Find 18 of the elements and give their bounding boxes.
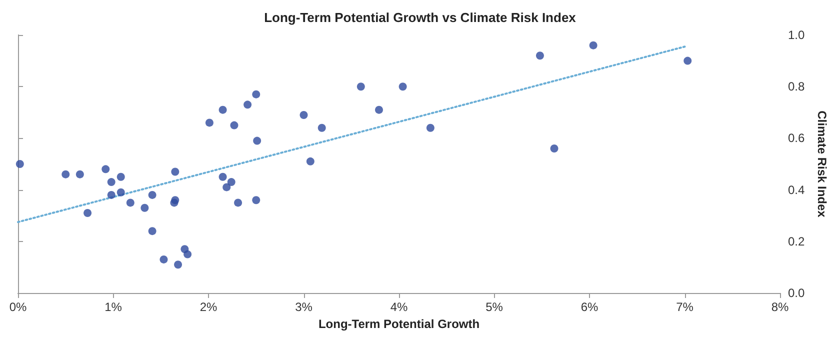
x-tick-label: 3% [295, 300, 313, 314]
x-axis-title: Long-Term Potential Growth [318, 316, 480, 331]
y-tick-label: 0.0 [788, 286, 806, 300]
y-tick-label: 0.8 [788, 80, 806, 94]
x-tick-label: 2% [200, 300, 218, 314]
y-tick-label: 1.0 [788, 28, 806, 42]
x-tick-label: 0% [9, 300, 27, 314]
x-tick-label: 8% [771, 300, 789, 314]
x-tick-label: 5% [486, 300, 504, 314]
chart-title: Long-Term Potential Growth vs Climate Risk Index [264, 10, 577, 25]
x-tick-label: 6% [580, 300, 598, 314]
y-tick-label: 0.4 [788, 182, 806, 197]
y-axis-title: Climate Risk Index [815, 110, 829, 218]
x-tick-label: 1% [104, 300, 122, 314]
y-tick-label: 0.6 [788, 131, 806, 146]
y-tick-label: 0.2 [788, 234, 806, 248]
x-tick-label: 7% [676, 300, 694, 314]
x-tick-label: 4% [390, 300, 408, 314]
